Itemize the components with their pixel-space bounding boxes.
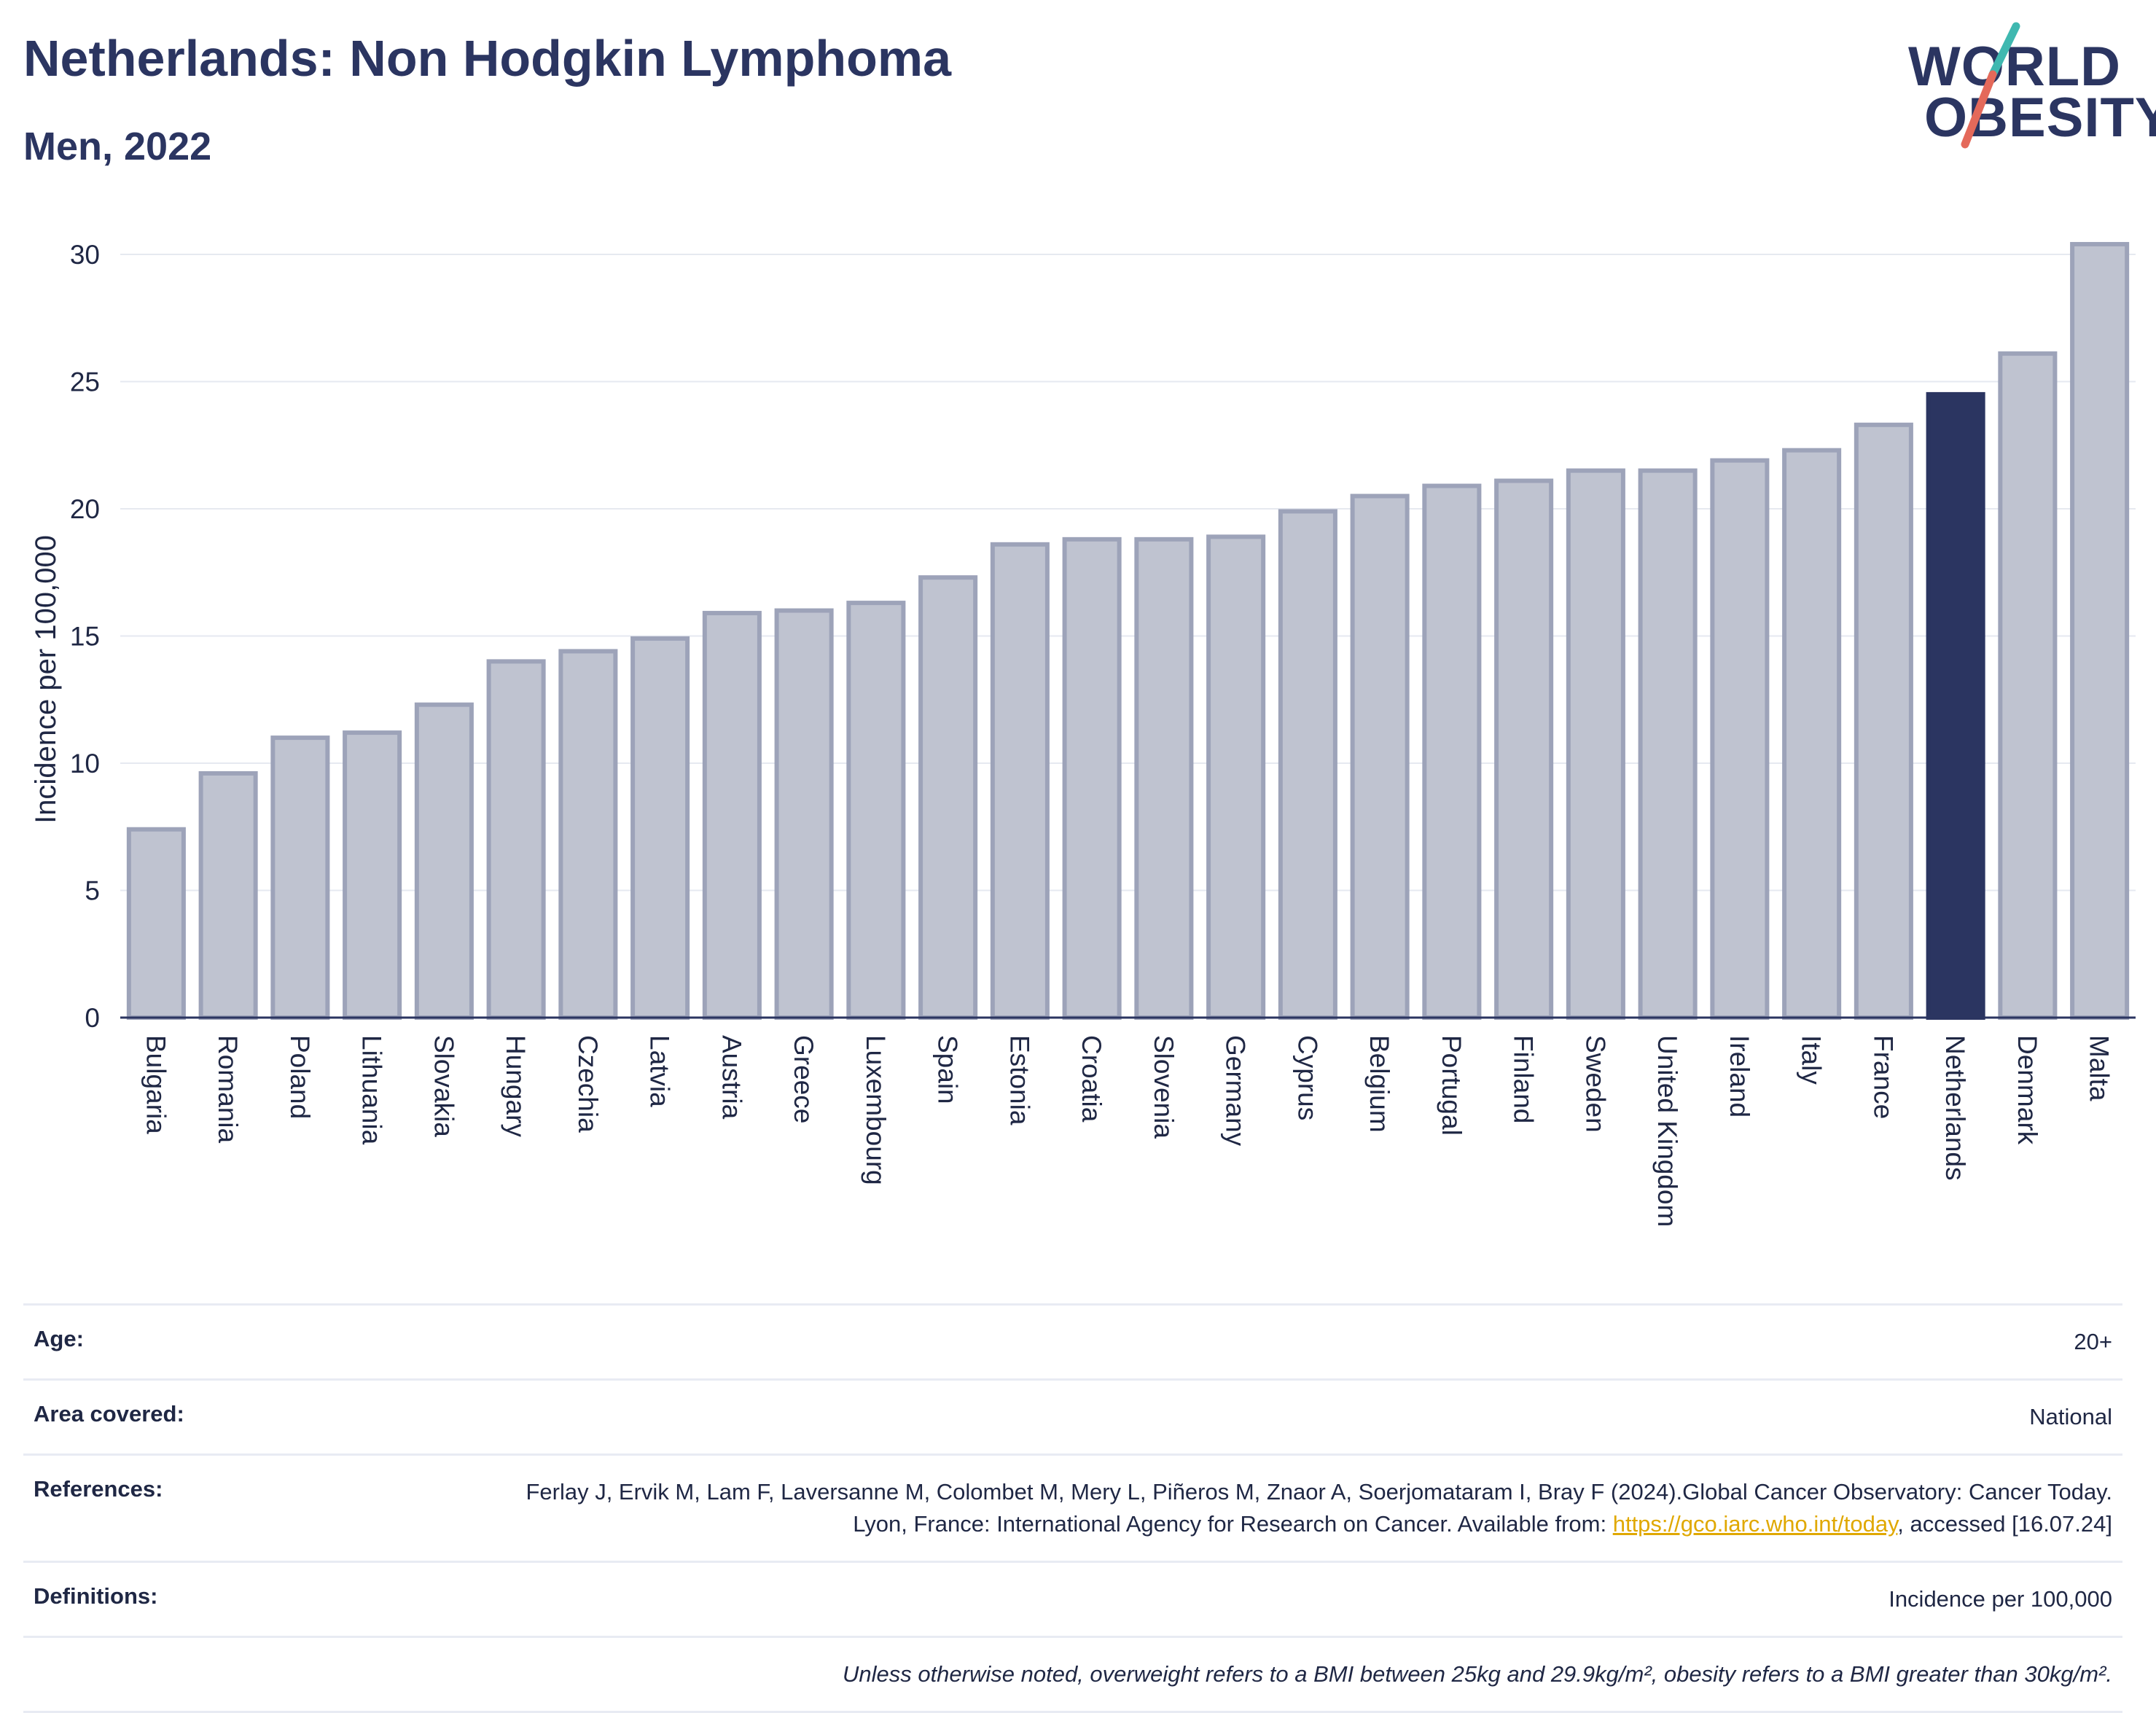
info-row-age: Age: 20+ bbox=[23, 1303, 2122, 1378]
x-tick-label: United Kingdom bbox=[1652, 1035, 1682, 1227]
info-row-area: Area covered: National bbox=[23, 1378, 2122, 1453]
bar-chart: 0 5 10 15 20 25 30 Incidence per 100,000 Bulgari… bbox=[30, 240, 2136, 1227]
bar bbox=[198, 770, 258, 1020]
bar bbox=[918, 575, 978, 1020]
bar bbox=[343, 730, 402, 1020]
x-tick-label: Poland bbox=[285, 1035, 315, 1119]
bar bbox=[1782, 448, 1842, 1020]
references-value: Ferlay J, Ervik M, Lam F, Laversanne M, … bbox=[494, 1476, 2112, 1540]
y-tick-label: 15 bbox=[70, 621, 100, 651]
bar bbox=[1566, 468, 1625, 1020]
y-tick-label: 30 bbox=[70, 240, 100, 270]
x-tick-label: Estonia bbox=[1004, 1035, 1034, 1125]
y-tick-label: 0 bbox=[85, 1003, 100, 1033]
x-tick-label: Austria bbox=[716, 1035, 746, 1120]
bar bbox=[630, 636, 690, 1020]
bar bbox=[1494, 478, 1554, 1021]
y-tick-label: 20 bbox=[70, 494, 100, 524]
y-tick-label: 10 bbox=[70, 749, 100, 779]
bar bbox=[774, 608, 834, 1020]
bar bbox=[846, 601, 906, 1020]
x-tick-label: Spain bbox=[933, 1035, 963, 1104]
x-tick-label: France bbox=[1868, 1035, 1898, 1119]
x-tick-label: Sweden bbox=[1580, 1035, 1610, 1133]
y-axis-label: Incidence per 100,000 bbox=[30, 535, 62, 824]
bar bbox=[1278, 509, 1337, 1020]
x-tick-label: Ireland bbox=[1725, 1035, 1754, 1117]
bar bbox=[1854, 422, 1913, 1020]
x-tick-label: Cyprus bbox=[1292, 1035, 1322, 1120]
x-tick-label: Finland bbox=[1509, 1035, 1539, 1123]
bmi-note: Unless otherwise noted, overweight refer… bbox=[842, 1661, 2112, 1687]
age-value: 20+ bbox=[2074, 1329, 2112, 1354]
x-tick-label: Bulgaria bbox=[141, 1035, 171, 1134]
x-tick-label: Greece bbox=[789, 1035, 819, 1123]
bar bbox=[1638, 468, 1698, 1020]
x-tick-label: Portugal bbox=[1437, 1035, 1466, 1136]
bar bbox=[486, 659, 546, 1020]
x-tick-label: Czechia bbox=[573, 1035, 603, 1133]
bar bbox=[702, 611, 762, 1020]
bar bbox=[1350, 493, 1410, 1020]
bar bbox=[1134, 536, 1194, 1020]
x-tick-label: Italy bbox=[1797, 1035, 1827, 1085]
x-tick-label: Croatia bbox=[1077, 1035, 1106, 1123]
x-tick-label: Germany bbox=[1221, 1035, 1251, 1147]
x-tick-label: Luxembourg bbox=[861, 1035, 891, 1185]
logo-text-obesity: OBESITY bbox=[1924, 87, 2156, 149]
x-tick-label: Belgium bbox=[1364, 1035, 1394, 1133]
bar bbox=[1422, 483, 1482, 1020]
x-tick-label: Netherlands bbox=[1940, 1035, 1970, 1181]
bar bbox=[1062, 536, 1122, 1020]
logo-slash-icon bbox=[1961, 22, 2020, 149]
x-tick-label: Malta bbox=[2085, 1035, 2114, 1101]
x-tick-label: Romania bbox=[213, 1035, 243, 1143]
references-text: Ferlay J, Ervik M, Lam F, Laversanne M, … bbox=[526, 1479, 2112, 1537]
definitions-value: Incidence per 100,000 bbox=[1889, 1586, 2112, 1612]
info-row-definitions: Definitions: Incidence per 100,000 bbox=[23, 1561, 2122, 1636]
y-tick-label: 25 bbox=[70, 367, 100, 397]
info-row-note: Unless otherwise noted, overweight refer… bbox=[23, 1636, 2122, 1713]
definitions-label: Definitions: bbox=[34, 1583, 158, 1609]
page-subtitle: Men, 2022 bbox=[23, 125, 212, 168]
x-tick-label: Lithuania bbox=[357, 1035, 387, 1145]
info-table: Age: 20+ Area covered: National Referenc… bbox=[23, 1303, 2122, 1713]
x-tick-label: Latvia bbox=[645, 1035, 675, 1107]
info-row-references: References: Ferlay J, Ervik M, Lam F, La… bbox=[23, 1453, 2122, 1561]
x-tick-label: Hungary bbox=[501, 1035, 531, 1137]
references-label: References: bbox=[34, 1476, 163, 1502]
area-label: Area covered: bbox=[34, 1401, 184, 1427]
x-tick-label: Denmark bbox=[2012, 1035, 2042, 1145]
y-tick-label: 5 bbox=[85, 875, 100, 905]
bar bbox=[1710, 458, 1770, 1021]
bar bbox=[558, 649, 618, 1020]
area-value: National bbox=[2029, 1404, 2112, 1429]
references-accessed: , accessed [16.07.24] bbox=[1897, 1511, 2112, 1537]
page-title: Netherlands: Non Hodgkin Lymphoma bbox=[23, 30, 952, 87]
bar bbox=[2070, 241, 2130, 1021]
world-obesity-logo: WORLD OBESITY bbox=[1895, 22, 2156, 153]
logo-text-world: WORLD bbox=[1908, 36, 2122, 98]
bar bbox=[1206, 534, 1266, 1020]
bar bbox=[1998, 351, 2058, 1020]
bar bbox=[270, 735, 330, 1020]
age-label: Age: bbox=[34, 1326, 84, 1351]
bar bbox=[414, 702, 474, 1020]
x-tick-label: Slovenia bbox=[1149, 1035, 1179, 1139]
bar bbox=[1926, 391, 1985, 1020]
bar bbox=[990, 542, 1050, 1020]
bar bbox=[126, 827, 186, 1020]
references-link[interactable]: https://gco.iarc.who.int/today bbox=[1612, 1511, 1898, 1537]
x-tick-label: Slovakia bbox=[429, 1035, 458, 1137]
